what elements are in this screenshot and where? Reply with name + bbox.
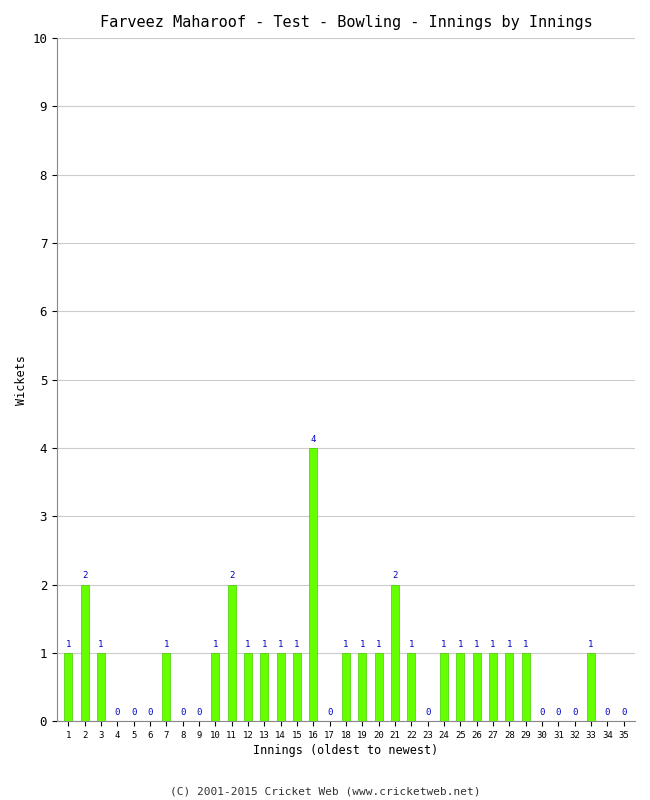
Text: 1: 1 bbox=[359, 640, 365, 649]
Text: 1: 1 bbox=[441, 640, 447, 649]
Text: 2: 2 bbox=[229, 571, 234, 581]
Bar bbox=[489, 653, 497, 721]
Bar bbox=[244, 653, 252, 721]
X-axis label: Innings (oldest to newest): Innings (oldest to newest) bbox=[254, 744, 439, 757]
Bar bbox=[211, 653, 220, 721]
Bar bbox=[227, 585, 236, 721]
Bar bbox=[407, 653, 415, 721]
Bar bbox=[473, 653, 480, 721]
Bar bbox=[440, 653, 448, 721]
Text: 1: 1 bbox=[213, 640, 218, 649]
Bar bbox=[587, 653, 595, 721]
Text: 1: 1 bbox=[588, 640, 593, 649]
Bar bbox=[358, 653, 367, 721]
Bar bbox=[309, 448, 317, 721]
Title: Farveez Maharoof - Test - Bowling - Innings by Innings: Farveez Maharoof - Test - Bowling - Inni… bbox=[99, 15, 592, 30]
Text: 1: 1 bbox=[245, 640, 251, 649]
Text: 0: 0 bbox=[114, 708, 120, 717]
Bar bbox=[293, 653, 301, 721]
Text: 0: 0 bbox=[540, 708, 545, 717]
Text: 1: 1 bbox=[376, 640, 382, 649]
Bar bbox=[260, 653, 268, 721]
Text: 1: 1 bbox=[98, 640, 103, 649]
Text: 1: 1 bbox=[523, 640, 528, 649]
Bar bbox=[276, 653, 285, 721]
Text: (C) 2001-2015 Cricket Web (www.cricketweb.net): (C) 2001-2015 Cricket Web (www.cricketwe… bbox=[170, 786, 480, 796]
Bar bbox=[81, 585, 89, 721]
Text: 0: 0 bbox=[180, 708, 185, 717]
Bar bbox=[97, 653, 105, 721]
Text: 0: 0 bbox=[604, 708, 610, 717]
Text: 1: 1 bbox=[261, 640, 267, 649]
Text: 1: 1 bbox=[66, 640, 71, 649]
Text: 0: 0 bbox=[131, 708, 136, 717]
Text: 1: 1 bbox=[343, 640, 348, 649]
Bar bbox=[64, 653, 72, 721]
Bar bbox=[374, 653, 383, 721]
Text: 0: 0 bbox=[425, 708, 430, 717]
Text: 0: 0 bbox=[148, 708, 153, 717]
Text: 2: 2 bbox=[392, 571, 398, 581]
Bar bbox=[391, 585, 399, 721]
Bar bbox=[521, 653, 530, 721]
Text: 1: 1 bbox=[490, 640, 495, 649]
Text: 0: 0 bbox=[556, 708, 561, 717]
Bar bbox=[505, 653, 514, 721]
Text: 4: 4 bbox=[311, 435, 316, 444]
Text: 0: 0 bbox=[196, 708, 202, 717]
Text: 0: 0 bbox=[621, 708, 626, 717]
Text: 1: 1 bbox=[409, 640, 414, 649]
Text: 1: 1 bbox=[164, 640, 169, 649]
Text: 1: 1 bbox=[294, 640, 300, 649]
Text: 1: 1 bbox=[278, 640, 283, 649]
Bar bbox=[456, 653, 464, 721]
Y-axis label: Wickets: Wickets bbox=[15, 354, 28, 405]
Text: 1: 1 bbox=[458, 640, 463, 649]
Bar bbox=[342, 653, 350, 721]
Text: 0: 0 bbox=[572, 708, 577, 717]
Text: 2: 2 bbox=[82, 571, 87, 581]
Text: 1: 1 bbox=[506, 640, 512, 649]
Text: 0: 0 bbox=[327, 708, 332, 717]
Text: 1: 1 bbox=[474, 640, 479, 649]
Bar bbox=[162, 653, 170, 721]
